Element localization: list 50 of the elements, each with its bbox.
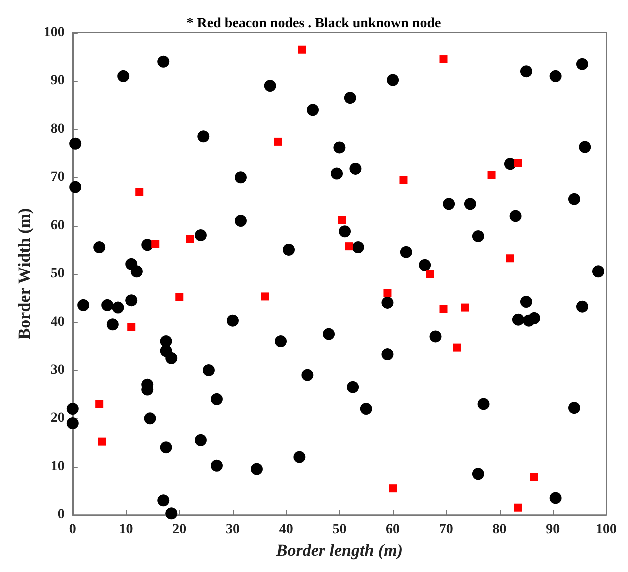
- y-tick-label: 60: [50, 218, 65, 234]
- x-tick-label: 70: [439, 522, 454, 538]
- point: [440, 56, 448, 64]
- y-tick-label: 0: [58, 508, 65, 523]
- point: [298, 46, 306, 54]
- point: [506, 254, 514, 263]
- point: [453, 344, 462, 352]
- point: [274, 138, 282, 146]
- x-tick-label: 80: [492, 522, 507, 538]
- x-tick-label: 60: [386, 522, 400, 538]
- point: [338, 216, 346, 224]
- chart-title: * Red beacon nodes . Black unknown node: [186, 16, 442, 32]
- y-tick-label: 40: [50, 314, 65, 330]
- point: [384, 289, 392, 298]
- y-tick-label: 50: [50, 266, 65, 282]
- point: [98, 438, 106, 446]
- point: [389, 484, 398, 493]
- x-tick-label: 90: [546, 522, 560, 538]
- point: [260, 292, 269, 301]
- point: [136, 188, 144, 196]
- point: [186, 235, 194, 244]
- point: [128, 323, 136, 332]
- x-tick-label: 10: [119, 522, 134, 538]
- y-tick-label: 90: [50, 74, 65, 89]
- point: [530, 473, 538, 482]
- y-tick-label: 100: [44, 26, 65, 40]
- point: [176, 293, 184, 302]
- point: [440, 305, 448, 314]
- point: [345, 242, 354, 251]
- y-axis-title: Border Width (m): [15, 208, 34, 340]
- x-tick-label: 30: [226, 522, 240, 538]
- y-tick-label: 20: [50, 411, 65, 426]
- x-tick-label: 40: [279, 522, 294, 538]
- y-tick-label: 30: [50, 362, 65, 378]
- x-tick-label: 50: [332, 522, 347, 538]
- x-axis-title: Border length (m): [275, 541, 403, 560]
- x-tick-label: 100: [596, 522, 617, 538]
- point: [514, 159, 522, 168]
- y-tick-label: 10: [50, 459, 65, 474]
- point: [400, 176, 408, 184]
- point: [461, 304, 470, 312]
- y-tick-label: 80: [50, 122, 65, 137]
- point: [514, 504, 522, 512]
- x-tick-label: 0: [69, 522, 76, 538]
- y-tick-label: 70: [50, 170, 65, 186]
- point: [426, 270, 434, 278]
- point: [152, 240, 160, 248]
- point: [96, 400, 104, 408]
- point: [488, 171, 496, 180]
- x-tick-label: 20: [172, 522, 187, 538]
